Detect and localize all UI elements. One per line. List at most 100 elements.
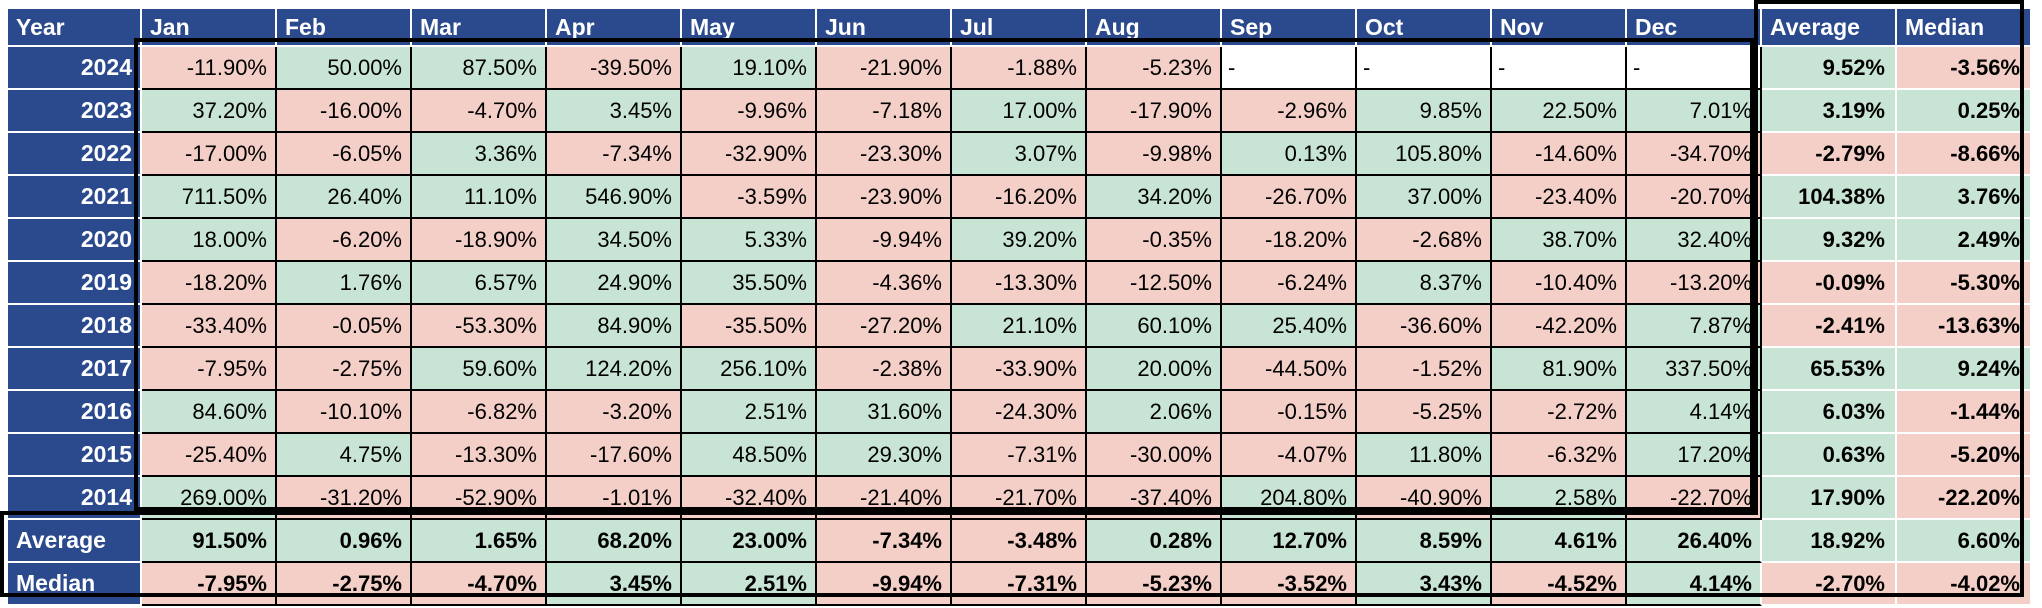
monthly-return-cell: 2.06% [1087,391,1222,434]
row-median-cell: -5.30% [1897,262,2032,305]
monthly-return-cell: - [1492,47,1627,90]
summary-monthly-cell: -7.34% [817,520,952,563]
monthly-return-cell: 337.50% [1627,348,1762,391]
monthly-return-cell: 84.60% [142,391,277,434]
monthly-return-cell: 81.90% [1492,348,1627,391]
monthly-return-cell: 17.20% [1627,434,1762,477]
summary-monthly-cell: 4.61% [1492,520,1627,563]
monthly-return-cell: 3.45% [547,90,682,133]
monthly-return-cell: -31.20% [277,477,412,520]
monthly-return-cell: 7.87% [1627,305,1762,348]
monthly-return-cell: -33.40% [142,305,277,348]
monthly-return-cell: 38.70% [1492,219,1627,262]
monthly-return-cell: -16.00% [277,90,412,133]
monthly-return-cell: 4.14% [1627,391,1762,434]
monthly-return-cell: - [1222,47,1357,90]
column-header-apr: Apr [547,9,682,47]
monthly-return-cell: 34.20% [1087,176,1222,219]
monthly-return-cell: -44.50% [1222,348,1357,391]
monthly-return-cell: 17.00% [952,90,1087,133]
year-cell: 2020 [8,219,142,262]
row-average-cell: 9.52% [1762,47,1897,90]
year-cell: 2014 [8,477,142,520]
summary-monthly-cell: -7.31% [952,563,1087,606]
monthly-return-cell: -13.20% [1627,262,1762,305]
row-average-cell: -2.79% [1762,133,1897,176]
summary-row-label: Median [8,563,142,606]
year-cell: 2021 [8,176,142,219]
summary-monthly-cell: 26.40% [1627,520,1762,563]
summary-monthly-cell: 68.20% [547,520,682,563]
monthly-return-cell: 11.10% [412,176,547,219]
monthly-return-cell: 39.20% [952,219,1087,262]
monthly-return-cell: 48.50% [682,434,817,477]
monthly-return-cell: -23.90% [817,176,952,219]
monthly-return-cell: -14.60% [1492,133,1627,176]
monthly-returns-table: Year Jan Feb Mar Apr May Jun Jul Aug Sep Oct Nov Dec… [8,9,2032,606]
row-average-cell: -0.09% [1762,262,1897,305]
row-median-cell: -3.56% [1897,47,2032,90]
row-median-cell: 0.25% [1897,90,2032,133]
monthly-return-cell: 2.58% [1492,477,1627,520]
monthly-return-cell: -24.30% [952,391,1087,434]
monthly-return-cell: -13.30% [952,262,1087,305]
monthly-return-cell: - [1627,47,1762,90]
summary-monthly-cell: 23.00% [682,520,817,563]
monthly-return-cell: -23.30% [817,133,952,176]
monthly-return-cell: -17.90% [1087,90,1222,133]
monthly-return-cell: -2.72% [1492,391,1627,434]
monthly-return-cell: 84.90% [547,305,682,348]
year-cell: 2024 [8,47,142,90]
column-header-jun: Jun [817,9,952,47]
row-average-cell: 0.63% [1762,434,1897,477]
monthly-return-cell: -21.70% [952,477,1087,520]
monthly-return-cell: 269.00% [142,477,277,520]
monthly-return-cell: -35.50% [682,305,817,348]
monthly-return-cell: 124.20% [547,348,682,391]
monthly-return-cell: -2.38% [817,348,952,391]
monthly-return-cell: 31.60% [817,391,952,434]
monthly-return-cell: -26.70% [1222,176,1357,219]
monthly-return-cell: 34.50% [547,219,682,262]
monthly-return-cell: 60.10% [1087,305,1222,348]
monthly-return-cell: -17.00% [142,133,277,176]
row-median-cell: -13.63% [1897,305,2032,348]
monthly-return-cell: 5.33% [682,219,817,262]
monthly-return-cell: -21.90% [817,47,952,90]
summary-row-label: Average [8,520,142,563]
monthly-return-cell: -13.30% [412,434,547,477]
monthly-return-cell: 4.75% [277,434,412,477]
monthly-return-cell: -7.34% [547,133,682,176]
monthly-return-cell: -9.98% [1087,133,1222,176]
monthly-return-cell: -34.70% [1627,133,1762,176]
monthly-return-cell: -22.70% [1627,477,1762,520]
monthly-return-cell: -27.20% [817,305,952,348]
row-average-cell: 104.38% [1762,176,1897,219]
monthly-return-cell: -11.90% [142,47,277,90]
monthly-return-cell: -4.70% [412,90,547,133]
row-median-cell: 9.24% [1897,348,2032,391]
summary-monthly-cell: 12.70% [1222,520,1357,563]
column-header-nov: Nov [1492,9,1627,47]
monthly-return-cell: 37.20% [142,90,277,133]
row-average-cell: -2.41% [1762,305,1897,348]
monthly-return-cell: -0.05% [277,305,412,348]
monthly-return-cell: 2.51% [682,391,817,434]
monthly-return-cell: 22.50% [1492,90,1627,133]
monthly-return-cell: -5.23% [1087,47,1222,90]
year-cell: 2017 [8,348,142,391]
column-header-jan: Jan [142,9,277,47]
summary-monthly-cell: -5.23% [1087,563,1222,606]
year-cell: 2015 [8,434,142,477]
column-header-year: Year [8,9,142,47]
monthly-return-cell: -9.96% [682,90,817,133]
monthly-return-cell: 37.00% [1357,176,1492,219]
monthly-return-cell: 25.40% [1222,305,1357,348]
year-cell: 2019 [8,262,142,305]
monthly-return-cell: 9.85% [1357,90,1492,133]
row-median-cell: -5.20% [1897,434,2032,477]
monthly-return-cell: 204.80% [1222,477,1357,520]
summary-monthly-cell: 91.50% [142,520,277,563]
monthly-return-cell: -2.75% [277,348,412,391]
monthly-return-cell: 18.00% [142,219,277,262]
